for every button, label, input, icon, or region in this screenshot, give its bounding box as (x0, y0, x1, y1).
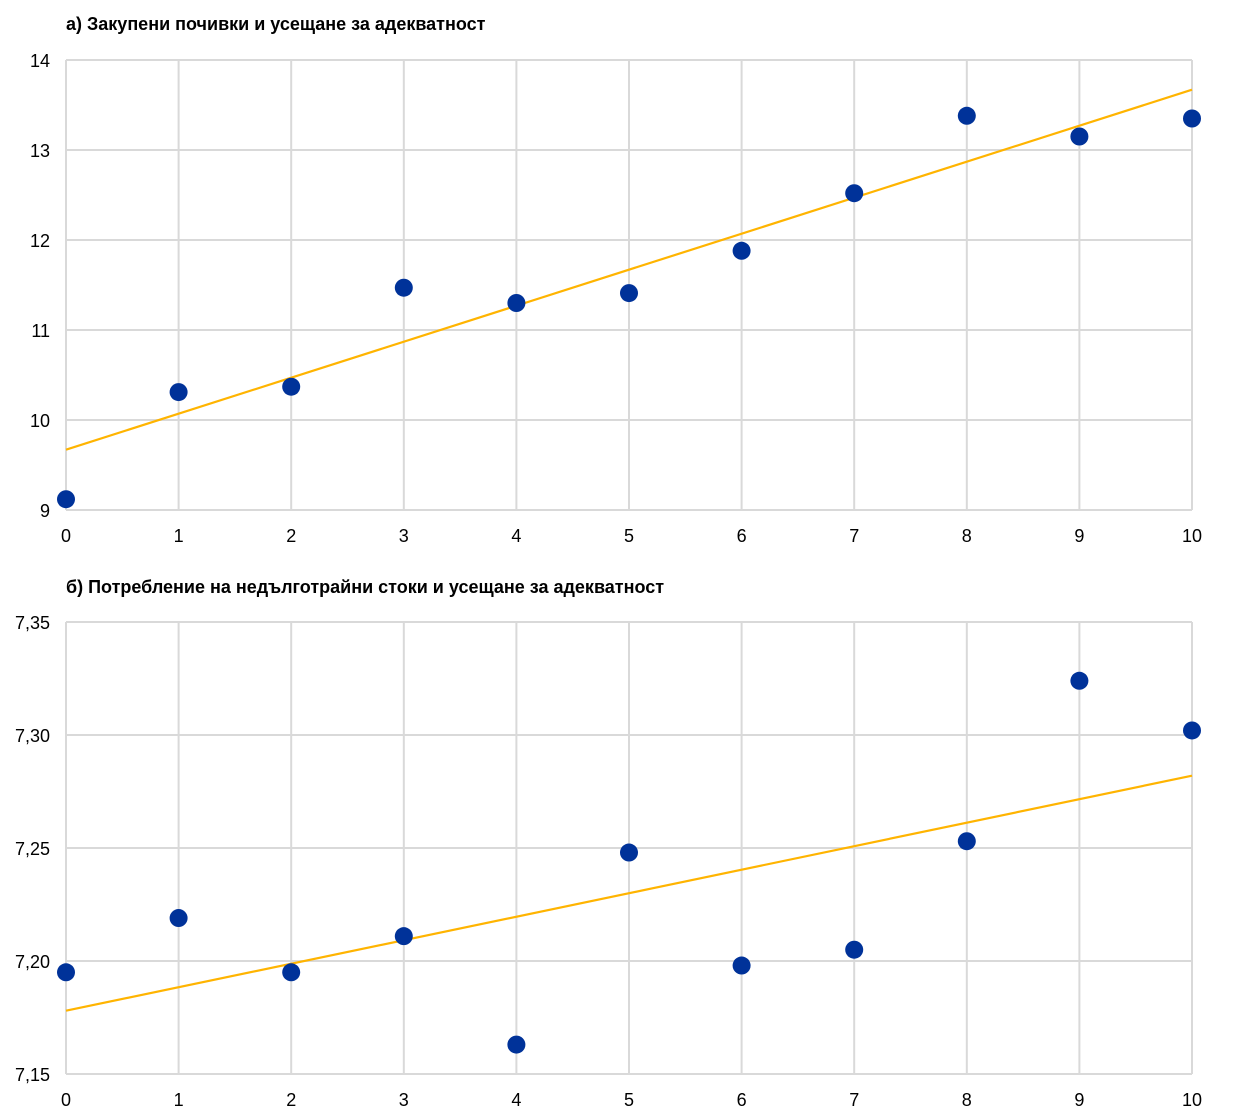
data-point (1070, 127, 1089, 146)
x-tick-label: 3 (399, 1090, 409, 1110)
x-tick-label: 3 (399, 526, 409, 546)
x-tick-label: 9 (1074, 1090, 1084, 1110)
x-tick-label: 8 (962, 526, 972, 546)
data-point (507, 1035, 526, 1054)
trend-line (65, 88, 1193, 451)
x-tick-label: 6 (737, 526, 747, 546)
y-tick-label: 7,25 (15, 839, 50, 859)
x-tick-label: 1 (174, 526, 184, 546)
panel-a: а) Закупени почивки и усещане за адекват… (30, 14, 1202, 546)
chart-title: а) Закупени почивки и усещане за адекват… (66, 14, 486, 34)
data-point (394, 278, 413, 297)
x-tick-label: 2 (286, 526, 296, 546)
x-tick-label: 10 (1182, 1090, 1202, 1110)
data-point (957, 106, 976, 125)
y-tick-label: 7,15 (15, 1065, 50, 1085)
data-point (1183, 109, 1201, 128)
y-tick-label: 9 (40, 501, 50, 521)
x-tick-label: 0 (61, 1090, 71, 1110)
data-point (1183, 721, 1201, 740)
data-point (732, 956, 751, 975)
y-tick-label: 13 (30, 141, 50, 161)
x-tick-label: 8 (962, 1090, 972, 1110)
data-point (169, 909, 188, 928)
data-point (57, 490, 75, 509)
panel-b: б) Потребление на недълготрайни стоки и … (15, 577, 1202, 1110)
y-tick-label: 7,20 (15, 952, 50, 972)
y-tick-label: 10 (30, 411, 50, 431)
x-tick-label: 5 (624, 1090, 634, 1110)
data-point (845, 184, 864, 203)
y-tick-label: 11 (31, 321, 50, 341)
data-point (732, 241, 751, 260)
data-point (845, 940, 864, 959)
y-tick-label: 14 (30, 51, 50, 71)
x-tick-label: 6 (737, 1090, 747, 1110)
data-point (57, 963, 75, 982)
x-tick-label: 0 (61, 526, 71, 546)
data-point (620, 843, 638, 862)
x-tick-label: 9 (1074, 526, 1084, 546)
y-tick-label: 7,35 (15, 613, 50, 633)
x-tick-label: 1 (174, 1090, 184, 1110)
x-tick-label: 7 (849, 526, 859, 546)
x-tick-label: 5 (624, 526, 634, 546)
data-point (282, 963, 301, 982)
data-point (282, 377, 301, 396)
x-tick-label: 10 (1182, 526, 1202, 546)
data-point (957, 832, 976, 851)
data-point (620, 284, 638, 303)
x-tick-label: 4 (511, 1090, 521, 1110)
x-tick-label: 7 (849, 1090, 859, 1110)
x-tick-label: 2 (286, 1090, 296, 1110)
data-point (394, 927, 413, 946)
data-point (169, 383, 188, 402)
y-tick-label: 7,30 (15, 726, 50, 746)
chart-title: б) Потребление на недълготрайни стоки и … (66, 577, 664, 597)
data-point (1070, 671, 1089, 690)
data-point (507, 294, 526, 312)
trend-line (65, 774, 1193, 1012)
y-tick-label: 12 (30, 231, 50, 251)
x-tick-label: 4 (511, 526, 521, 546)
